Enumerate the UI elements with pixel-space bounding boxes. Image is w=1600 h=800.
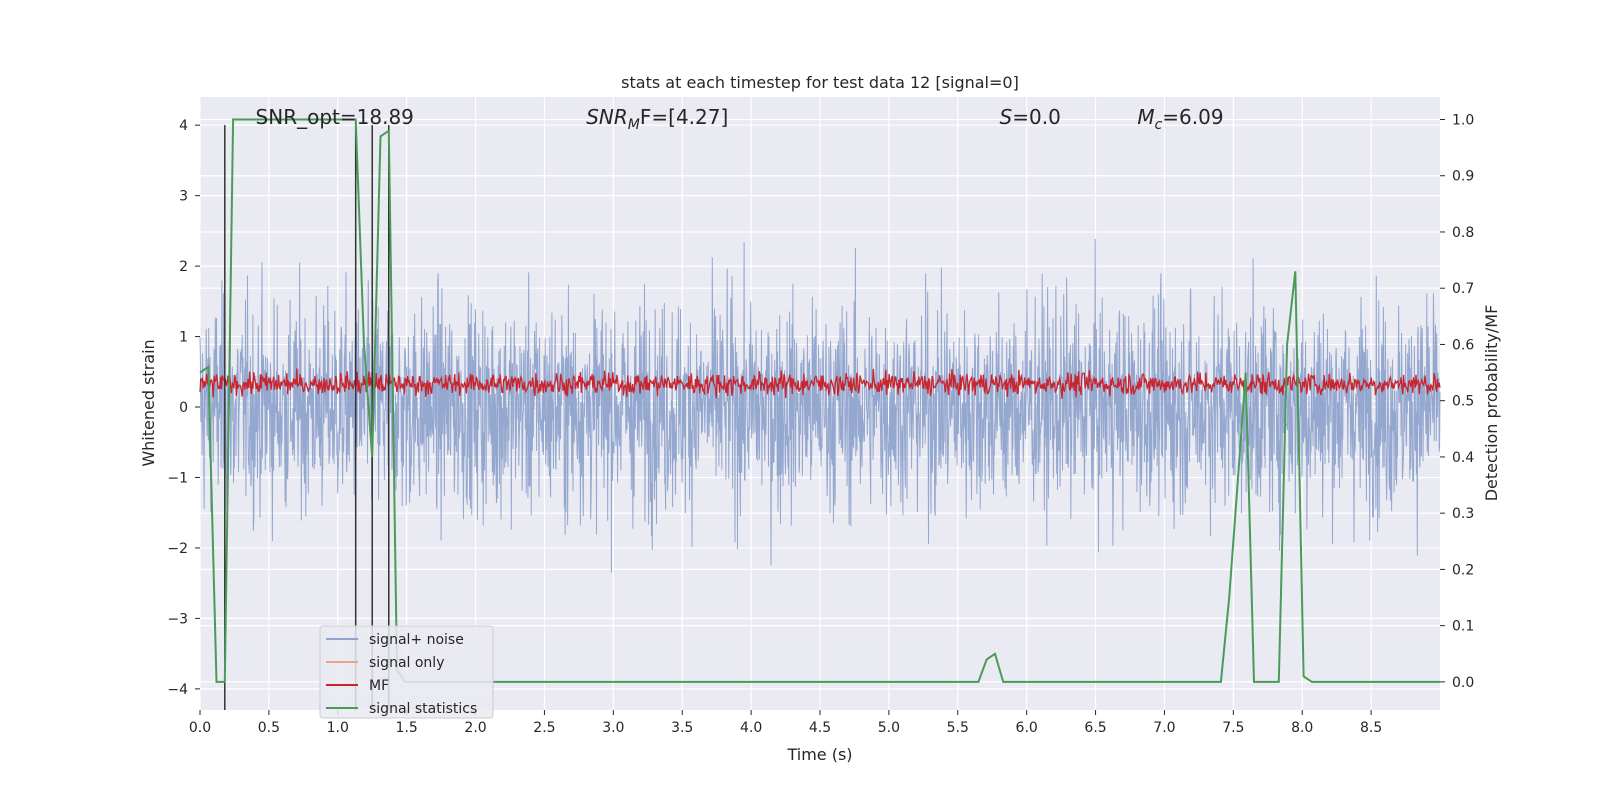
y2-tick-label: 0.5: [1452, 394, 1474, 410]
x-tick-label: 0.0: [189, 720, 211, 736]
annotation-sub: M: [628, 117, 640, 133]
y2-tick-label: 0.7: [1452, 281, 1474, 297]
x-tick-label: 5.0: [878, 720, 900, 736]
annotation-text: SNRMF=[4.27]: [586, 105, 728, 133]
y-tick-label: −3: [167, 611, 188, 627]
y-tick-label: 1: [179, 330, 188, 346]
x-tick-label: 7.0: [1153, 720, 1175, 736]
legend: signal+ noise signal only MF signal stat…: [319, 625, 494, 719]
x-tick-label: 0.5: [258, 720, 280, 736]
y2-tick-label: 0.1: [1452, 619, 1474, 635]
series-signal-noise: [199, 238, 1441, 573]
annotation-sub: c: [1155, 117, 1163, 133]
x-tick-label: 5.5: [947, 720, 969, 736]
y-tick-label: 4: [179, 118, 188, 134]
y2-tick-label: 0.8: [1452, 225, 1474, 241]
series-signal-statistics: [199, 118, 1440, 683]
y2-tick-label: 0.3: [1452, 506, 1474, 522]
annotation-text: S=0.0: [1000, 105, 1061, 129]
y2-tick-label: 0.4: [1452, 450, 1474, 466]
x-tick-label: 2.5: [533, 720, 555, 736]
legend-label-signal-statistics: signal statistics: [369, 701, 477, 717]
annotation-suffix: =6.09: [1162, 105, 1223, 129]
annotation-text: SNR_opt=18.89: [256, 105, 414, 129]
y2-ticks: 0.0 0.1 0.2 0.3 0.4 0.5 0.6 0.7 0.8 0.9 1.0: [1440, 112, 1474, 691]
y-tick-label: 3: [179, 189, 188, 205]
x-tick-label: 7.5: [1222, 720, 1244, 736]
y-tick-label: −4: [167, 682, 188, 698]
y-ticks: −4 −3 −2 −1 0 1 2 3 4: [167, 118, 200, 698]
x-tick-label: 4.0: [740, 720, 762, 736]
x-tick-label: 8.5: [1360, 720, 1382, 736]
annotation-suffix: F=[4.27]: [640, 105, 728, 129]
series-mf: [199, 368, 1441, 399]
x-tick-label: 2.0: [464, 720, 486, 736]
x-ticks: 0.0 0.5 1.0 1.5 2.0 2.5 3.0 3.5 4.0 4.5 5.0 5.5 6.0 6…: [189, 710, 1382, 736]
signal-statistics-line: [199, 118, 1440, 683]
x-tick-label: 3.5: [671, 720, 693, 736]
mf-line: [199, 368, 1441, 399]
x-tick-label: 6.0: [1016, 720, 1038, 736]
x-tick-label: 8.0: [1291, 720, 1313, 736]
x-tick-label: 4.5: [809, 720, 831, 736]
y-axis-label: Whitened strain: [139, 339, 158, 466]
annotation-text: Mc=6.09: [1137, 105, 1223, 133]
chart-title: stats at each timestep for test data 12 …: [621, 73, 1019, 92]
x-tick-label: 1.0: [327, 720, 349, 736]
legend-label-mf: MF: [369, 678, 389, 694]
y2-tick-label: 1.0: [1452, 112, 1474, 128]
annotation-suffix: =0.0: [1012, 105, 1061, 129]
y-tick-label: 2: [179, 259, 188, 275]
y-tick-label: −1: [167, 470, 188, 486]
y2-axis-label: Detection probability/MF: [1482, 305, 1501, 502]
y-tick-label: −2: [167, 541, 188, 557]
x-tick-label: 3.0: [602, 720, 624, 736]
legend-box: [319, 625, 494, 719]
x-tick-label: 6.5: [1084, 720, 1106, 736]
annotation-main: S: [1000, 105, 1013, 129]
y2-tick-label: 0.6: [1452, 337, 1474, 353]
x-tick-label: 1.5: [396, 720, 418, 736]
annotations: SNR_opt=18.89 SNRMF=[4.27] S=0.0 Mc=6.09: [256, 105, 1224, 133]
y2-tick-label: 0.2: [1452, 562, 1474, 578]
annotation-main: SNR: [586, 105, 628, 129]
y-tick-label: 0: [179, 400, 188, 416]
x-axis-label: Time (s): [786, 745, 852, 764]
y2-tick-label: 0.0: [1452, 675, 1474, 691]
annotation-main: M: [1137, 105, 1154, 129]
y2-tick-label: 0.9: [1452, 169, 1474, 185]
legend-label-signal-only: signal only: [369, 655, 444, 671]
legend-label-signal-noise: signal+ noise: [369, 632, 464, 648]
signal-noise-line: [199, 238, 1441, 573]
